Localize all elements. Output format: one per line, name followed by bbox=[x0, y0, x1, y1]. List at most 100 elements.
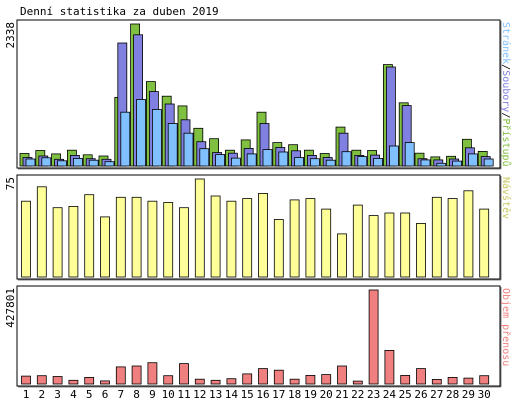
bar-stránek-day-3 bbox=[57, 160, 67, 167]
legend-item: Objem přenosu bbox=[500, 288, 512, 366]
legend-text: Objem přenosu bbox=[500, 288, 512, 366]
bar-kbytes-day-20 bbox=[321, 374, 332, 385]
bar-visits-day-30 bbox=[479, 208, 490, 278]
x-tick-label: 15 bbox=[241, 388, 254, 401]
bar-stránek-day-16 bbox=[262, 149, 273, 167]
bar-stránek-day-1 bbox=[25, 158, 36, 167]
bar-kbytes-day-10 bbox=[163, 375, 174, 385]
bar-stránek-day-18 bbox=[294, 157, 305, 167]
x-tick-label: 12 bbox=[193, 388, 206, 401]
bar-kbytes-day-16 bbox=[258, 368, 268, 385]
bar-visits-day-10 bbox=[163, 202, 174, 278]
bar-stránek-day-17 bbox=[278, 151, 289, 167]
x-tick-label: 29 bbox=[462, 388, 475, 401]
bar-visits-day-18 bbox=[289, 199, 300, 278]
x-tick-label: 5 bbox=[86, 388, 93, 401]
bar-stránek-day-25 bbox=[404, 142, 415, 167]
chart-title: Denní statistika za duben 2019 bbox=[20, 5, 219, 18]
bar-stránek-day-26 bbox=[420, 159, 431, 167]
bar-kbytes-day-1 bbox=[21, 375, 31, 385]
bar-kbytes-day-4 bbox=[68, 379, 79, 385]
legend-text: Stránek/Soubory/Přístupů bbox=[500, 22, 512, 167]
bar-visits-day-6 bbox=[100, 216, 110, 278]
legend-item: Návštěv bbox=[500, 177, 512, 219]
panel-kbytes: 427801 Objem přenosu bbox=[4, 285, 512, 388]
legend-separator: / bbox=[500, 112, 511, 118]
bar-visits-day-3 bbox=[52, 207, 63, 278]
y-max-label: 427801 bbox=[4, 288, 17, 328]
bar-kbytes-day-18 bbox=[289, 378, 300, 385]
x-tick-label: 18 bbox=[288, 388, 301, 401]
x-tick-label: 11 bbox=[177, 388, 190, 401]
bar-stránek-day-27 bbox=[436, 162, 447, 167]
x-tick-label: 24 bbox=[383, 388, 397, 401]
bar-stránek-day-2 bbox=[41, 157, 52, 167]
bar-stránek-day-10 bbox=[167, 123, 178, 167]
bar-visits-day-4 bbox=[68, 205, 79, 278]
bar-stránek-day-8 bbox=[136, 99, 147, 167]
y-max-label: 2338 bbox=[4, 22, 17, 49]
bar-kbytes-day-19 bbox=[305, 374, 316, 385]
x-tick-label: 13 bbox=[209, 388, 222, 401]
x-tick-label: 7 bbox=[117, 388, 124, 401]
x-tick-label: 14 bbox=[225, 388, 239, 401]
x-tick-label: 25 bbox=[399, 388, 412, 401]
bar-visits-day-27 bbox=[431, 196, 442, 278]
bar-kbytes-day-28 bbox=[447, 376, 458, 385]
bar-visits-day-29 bbox=[463, 190, 474, 278]
legend-item: Přístupů bbox=[500, 118, 512, 166]
bar-visits-day-9 bbox=[147, 200, 158, 278]
bar-visits-day-28 bbox=[447, 198, 458, 278]
x-tick-label: 17 bbox=[272, 388, 285, 401]
bar-kbytes-day-17 bbox=[273, 369, 284, 385]
bar-kbytes-day-26 bbox=[416, 368, 426, 385]
x-tick-label: 23 bbox=[367, 388, 380, 401]
bars-hits-files-pages bbox=[19, 23, 494, 167]
bar-stránek-day-15 bbox=[246, 153, 257, 167]
bar-visits-day-25 bbox=[400, 212, 411, 278]
bar-kbytes-day-5 bbox=[84, 376, 95, 385]
bar-stránek-day-22 bbox=[357, 156, 368, 167]
bar-visits-day-11 bbox=[179, 207, 189, 278]
x-tick-label: 4 bbox=[70, 388, 77, 401]
bar-stránek-day-19 bbox=[309, 158, 320, 167]
bar-visits-day-20 bbox=[321, 208, 332, 278]
panel-visits: 75 Návštěv bbox=[4, 174, 512, 281]
x-tick-label: 22 bbox=[351, 388, 364, 401]
bar-stránek-day-5 bbox=[88, 159, 99, 167]
bar-kbytes-day-23 bbox=[368, 289, 379, 385]
bar-stránek-day-24 bbox=[388, 145, 399, 167]
bar-kbytes-day-9 bbox=[147, 362, 158, 385]
bar-stránek-day-14 bbox=[230, 157, 241, 167]
bar-kbytes-day-8 bbox=[131, 365, 142, 385]
bar-stránek-day-4 bbox=[73, 157, 83, 167]
bar-kbytes-day-6 bbox=[100, 380, 110, 385]
legend: Stránek/Soubory/Přístupů bbox=[500, 22, 512, 167]
legend-item: Stránek bbox=[500, 22, 512, 64]
bar-stránek-day-20 bbox=[325, 159, 336, 167]
bar-kbytes-day-13 bbox=[210, 379, 221, 385]
bar-kbytes-day-29 bbox=[463, 377, 474, 385]
panel-hits-files-pages: 2338 Stránek/Soubory/Přístupů bbox=[4, 19, 512, 170]
x-tick-label: 28 bbox=[446, 388, 459, 401]
bar-kbytes-day-12 bbox=[194, 378, 205, 385]
bar-visits-day-8 bbox=[131, 196, 142, 278]
bar-kbytes-day-15 bbox=[242, 373, 253, 385]
bar-stránek-day-11 bbox=[183, 132, 194, 167]
bar-stránek-day-13 bbox=[215, 154, 226, 167]
x-tick-label: 30 bbox=[478, 388, 491, 401]
legend-item: Soubory bbox=[500, 70, 511, 112]
bar-stránek-day-9 bbox=[151, 109, 162, 167]
bar-kbytes-day-30 bbox=[479, 375, 490, 385]
bar-stránek-day-6 bbox=[104, 161, 115, 167]
bar-visits-day-16 bbox=[258, 192, 268, 278]
bar-visits-day-17 bbox=[273, 219, 284, 278]
x-tick-label: 10 bbox=[162, 388, 175, 401]
x-tick-label: 27 bbox=[430, 388, 443, 401]
x-tick-label: 21 bbox=[335, 388, 348, 401]
bar-kbytes-day-14 bbox=[226, 378, 237, 385]
x-tick-label: 8 bbox=[133, 388, 140, 401]
x-tick-label: 16 bbox=[256, 388, 269, 401]
bars-visits bbox=[21, 178, 490, 278]
